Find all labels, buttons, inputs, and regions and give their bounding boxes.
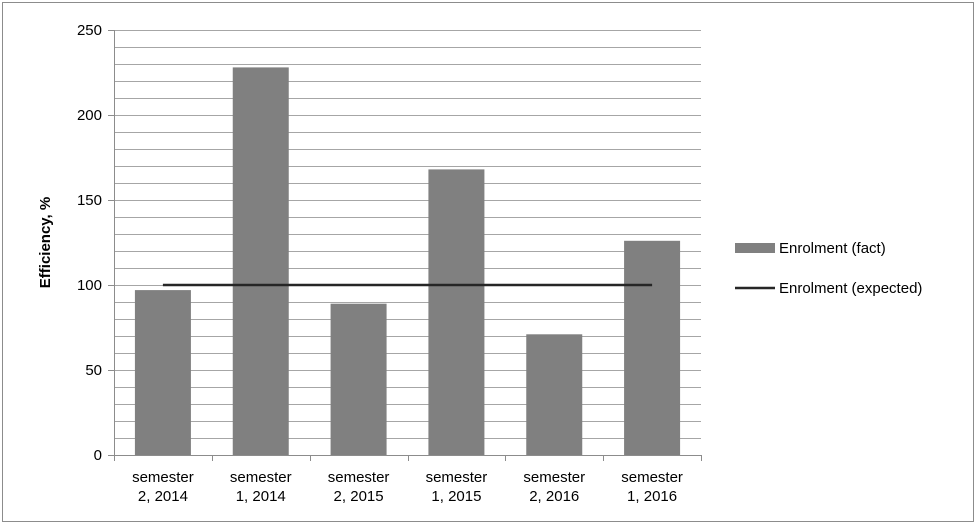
bar xyxy=(134,290,191,455)
y-tick-label: 150 xyxy=(77,192,102,209)
gridlines xyxy=(114,30,701,439)
x-tick-label: semester 2, 2016 xyxy=(523,469,585,505)
y-axis-label: Efficiency, % xyxy=(37,197,54,288)
x-tick-label: semester 2, 2014 xyxy=(132,469,194,505)
bar xyxy=(428,169,485,455)
x-tick-label: semester 2, 2015 xyxy=(328,469,390,505)
x-tick-labels: semester 2, 2014 semester 1, 2014 semester 2,… xyxy=(132,469,683,505)
legend: Enrolment (fact) Enrolment (expected) xyxy=(735,240,922,297)
y-tick-labels: 0 50 100 150 200 250 xyxy=(77,22,102,464)
y-tick-label: 250 xyxy=(77,22,102,39)
x-tick-label: semester 1, 2014 xyxy=(230,469,292,505)
legend-swatch-fact xyxy=(735,243,775,253)
y-tick-label: 100 xyxy=(77,277,102,294)
legend-label-expected: Enrolment (expected) xyxy=(779,280,922,297)
bar xyxy=(232,67,289,456)
x-tick-label: semester 1, 2015 xyxy=(426,469,488,505)
bar xyxy=(526,334,583,455)
axes xyxy=(108,30,702,461)
y-tick-label: 200 xyxy=(77,107,102,124)
bar xyxy=(624,240,681,455)
bars xyxy=(134,67,681,456)
legend-label-fact: Enrolment (fact) xyxy=(779,240,886,257)
bar xyxy=(330,303,387,455)
y-tick-label: 0 xyxy=(94,447,102,464)
x-tick-label: semester 1, 2016 xyxy=(621,469,683,505)
y-tick-label: 50 xyxy=(85,362,102,379)
